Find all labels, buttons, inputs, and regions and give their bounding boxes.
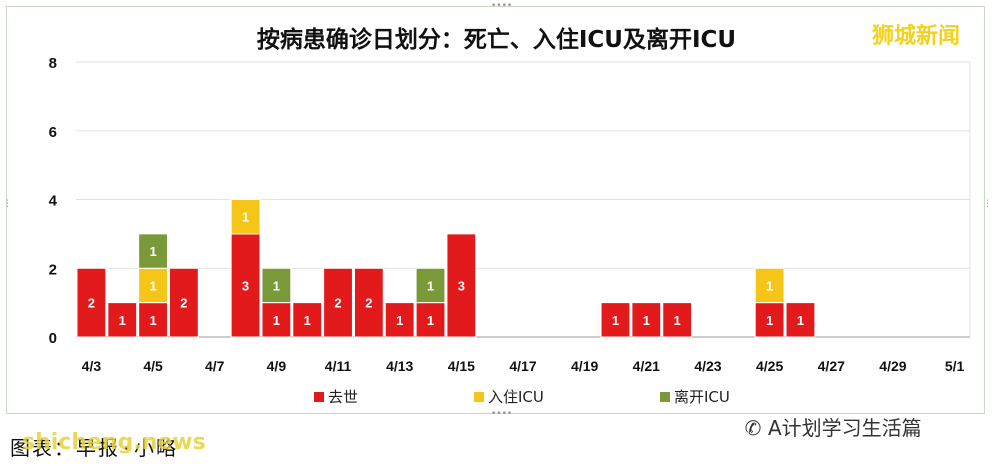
data-label: 1 — [674, 313, 681, 328]
chart-title: 按病患确诊日划分：死亡、入住ICU及离开ICU — [256, 27, 737, 53]
legend-label-icu-admit: 入住ICU — [488, 388, 544, 406]
x-tick-label: 4/3 — [82, 358, 102, 374]
data-label: 1 — [766, 278, 773, 293]
bar-segment — [446, 233, 477, 338]
data-label: 1 — [766, 313, 773, 328]
x-tick-label: 4/9 — [267, 358, 287, 374]
bar-segment — [353, 267, 384, 338]
legend-label-icu-discharge: 离开ICU — [674, 388, 730, 406]
bar-segment — [384, 302, 415, 338]
bar-segment — [107, 302, 138, 338]
x-tick-label: 4/5 — [143, 358, 163, 374]
resize-handle-bottom[interactable]: •••• — [491, 409, 513, 419]
x-tick-label: 4/25 — [756, 358, 783, 374]
data-label: 3 — [242, 278, 249, 293]
bar-segment — [76, 267, 107, 338]
data-label: 1 — [643, 313, 650, 328]
data-label: 1 — [149, 278, 156, 293]
y-tick-label: 4 — [49, 193, 58, 210]
legend-item-icu-admit: 入住ICU — [474, 386, 544, 407]
x-tick-label: 4/21 — [633, 358, 660, 374]
data-label: 1 — [396, 313, 403, 328]
bar-segment — [168, 267, 199, 338]
data-label: 1 — [273, 278, 280, 293]
data-label: 1 — [242, 210, 249, 225]
resize-handle-left[interactable]: ⋮ — [3, 199, 12, 209]
data-label: 2 — [88, 296, 95, 311]
bar-segment — [631, 302, 662, 338]
bar-segment — [138, 233, 168, 269]
chart-frame — [6, 6, 985, 414]
y-tick-label: 6 — [49, 124, 57, 141]
resize-handle-top[interactable]: •••• — [491, 1, 513, 11]
wechat-account: ✆ A计划学习生活篇 — [738, 412, 922, 441]
data-label: 2 — [365, 296, 372, 311]
data-label: 1 — [797, 313, 804, 328]
x-tick-label: 4/19 — [571, 358, 598, 374]
x-tick-label: 4/27 — [818, 358, 845, 374]
x-tick-label: 4/7 — [205, 358, 225, 374]
x-tick-label: 4/17 — [509, 358, 536, 374]
resize-handle-right[interactable]: ⋮ — [983, 199, 992, 209]
data-label: 1 — [273, 313, 280, 328]
bar-segment — [754, 302, 785, 338]
legend-swatch-icu-admit — [474, 392, 484, 402]
x-tick-label: 4/13 — [386, 358, 413, 374]
bar-segment — [261, 267, 292, 304]
bar-segment — [323, 267, 353, 338]
legend-item-deaths: 去世 — [314, 386, 358, 407]
data-label: 2 — [334, 296, 341, 311]
x-tick-label: 4/23 — [694, 358, 721, 374]
data-label: 2 — [180, 296, 187, 311]
bar-segment — [662, 302, 693, 338]
data-label: 3 — [458, 278, 465, 293]
chart-source: 图表：早报·小略 — [10, 436, 179, 460]
y-tick-label: 0 — [49, 330, 57, 347]
data-label: 1 — [304, 313, 311, 328]
x-tick-label: 5/1 — [945, 358, 965, 374]
x-tick-label: 4/29 — [879, 358, 906, 374]
bar-segment — [785, 302, 816, 338]
y-tick-label: 2 — [49, 261, 57, 278]
legend-label-deaths: 去世 — [328, 388, 359, 406]
watermark: shicheng.news — [22, 430, 206, 455]
data-label: 1 — [427, 278, 434, 293]
bar-segment — [138, 302, 168, 338]
data-label: 1 — [119, 313, 126, 328]
x-tick-label: 4/15 — [448, 358, 475, 374]
bar-segment — [600, 302, 631, 338]
legend-swatch-icu-discharge — [660, 392, 670, 402]
bar-segment — [415, 267, 446, 304]
data-label: 1 — [612, 313, 619, 328]
data-label: 1 — [149, 244, 156, 259]
bar-segment — [415, 302, 446, 338]
x-tick-label: 4/11 — [325, 358, 352, 374]
bar-segment — [230, 199, 261, 235]
wechat-icon: ✆ — [744, 416, 762, 440]
bar-segment — [138, 267, 168, 304]
bar-segment — [754, 267, 785, 304]
y-tick-label: 8 — [49, 55, 57, 72]
legend-item-icu-discharge: 离开ICU — [660, 386, 730, 407]
wechat-account-name: A计划学习生活篇 — [768, 416, 922, 440]
bar-segment — [261, 302, 292, 338]
brand-logo: 狮城新闻 — [872, 23, 961, 49]
bar-segment — [292, 302, 323, 338]
data-label: 1 — [427, 313, 434, 328]
legend-swatch-deaths — [314, 392, 324, 402]
bar-segment — [230, 233, 261, 338]
data-label: 1 — [149, 313, 156, 328]
